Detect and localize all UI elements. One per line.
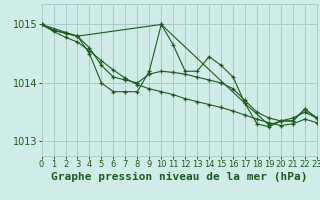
- X-axis label: Graphe pression niveau de la mer (hPa): Graphe pression niveau de la mer (hPa): [51, 172, 308, 182]
